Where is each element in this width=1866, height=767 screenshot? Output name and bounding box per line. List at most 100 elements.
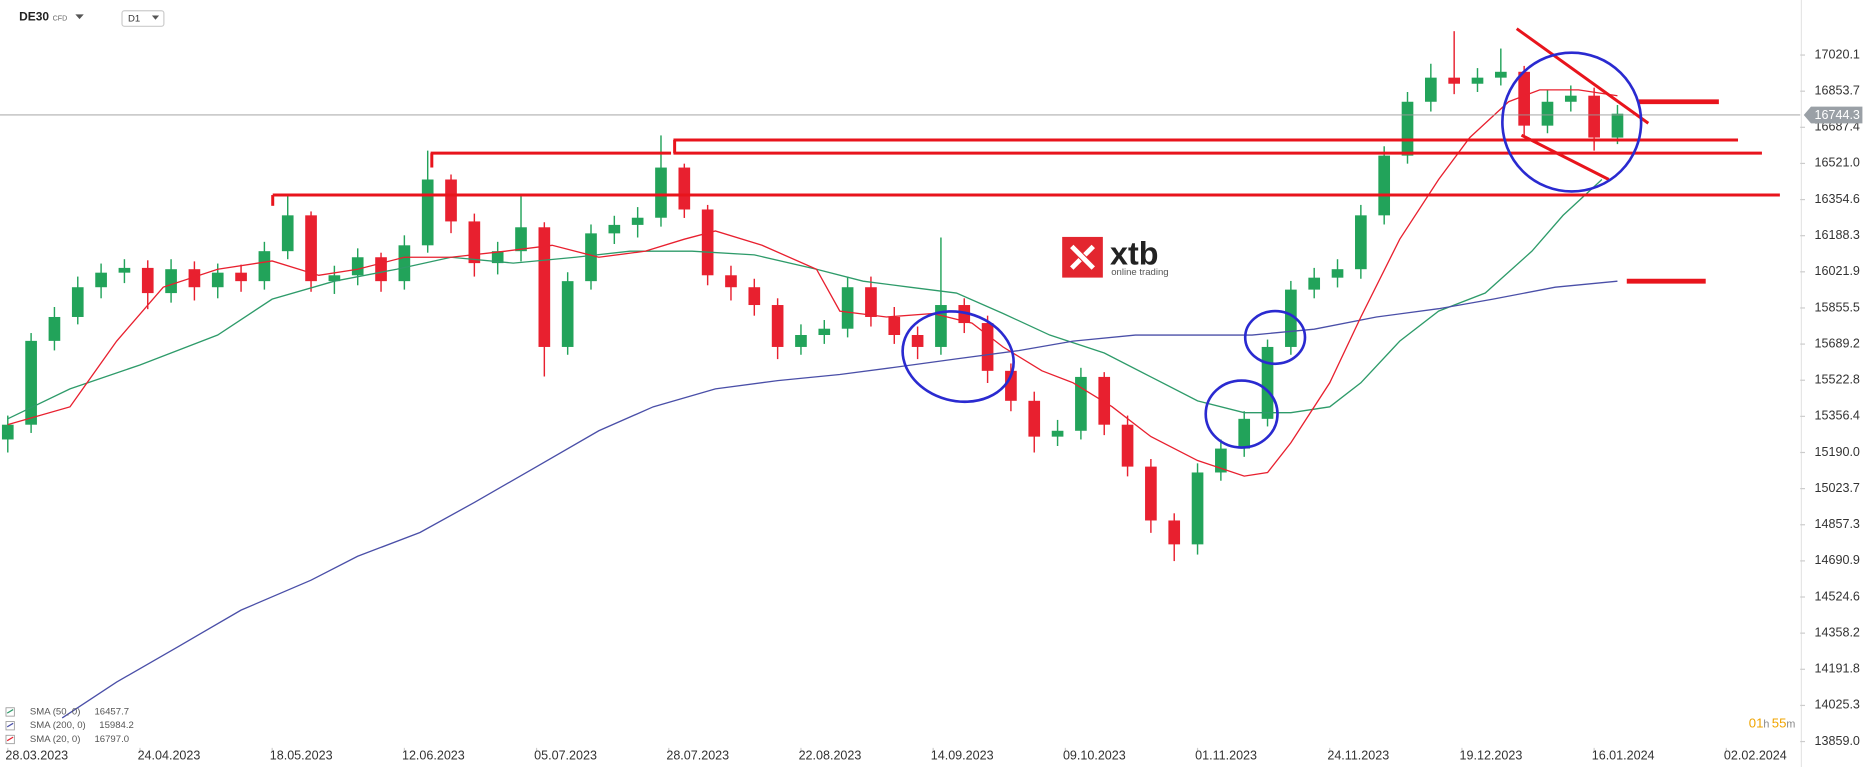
x-tick-label: 28.03.2023 (5, 749, 68, 763)
candle-body (1215, 448, 1227, 473)
x-tick-label: 16.01.2024 (1592, 749, 1655, 763)
y-tick-label: 15190.0 (1815, 445, 1860, 459)
candle-body (678, 167, 691, 210)
toolbar: DE30 CFD D1 (19, 9, 165, 27)
candle-body (1355, 215, 1367, 270)
marks-layer (0, 31, 1801, 719)
sma-line (7, 89, 1618, 477)
candle-body (445, 179, 457, 222)
candle-body (165, 269, 177, 294)
candle-body (375, 257, 387, 282)
countdown-h: h (1763, 719, 1769, 731)
y-tick-label: 17020.1 (1815, 47, 1860, 61)
candle-body (398, 245, 411, 282)
candle-body (1238, 418, 1251, 449)
x-tick-label: 22.08.2023 (799, 749, 862, 763)
last-price-tag (1803, 106, 1863, 124)
candle-body (1098, 376, 1111, 425)
candle-body (211, 272, 224, 288)
legend-value: 15984.2 (99, 720, 134, 731)
timeframe-dropdown[interactable] (151, 15, 160, 20)
timeframe[interactable]: D1 (128, 14, 140, 25)
candle-body (1471, 77, 1484, 84)
highlight-circle (901, 310, 1015, 404)
candle-body (328, 275, 341, 282)
highlight-circle (1501, 51, 1643, 193)
drawings-layer (271, 27, 1780, 449)
x-tick-label: 12.06.2023 (402, 749, 465, 763)
candle-body (258, 251, 271, 282)
last-price-label: 16744.3 (1815, 108, 1860, 122)
y-tick-label: 16853.7 (1815, 83, 1860, 97)
candle-body (95, 272, 107, 288)
candle-body (585, 233, 597, 282)
y-tick-label: 14358.2 (1815, 625, 1860, 639)
sma-line (7, 179, 1603, 420)
y-tick-label: 16188.3 (1815, 228, 1860, 242)
candle-body (818, 328, 831, 336)
y-tick-label: 15356.4 (1815, 409, 1860, 423)
symbol-dropdown[interactable] (75, 14, 84, 20)
candle-body (981, 323, 994, 371)
x-tick-label: 09.10.2023 (1063, 749, 1126, 763)
candle-body (1075, 376, 1087, 431)
y-tick-label: 15522.8 (1815, 373, 1860, 387)
y-tick-label: 14524.6 (1815, 589, 1860, 603)
candle-body (1121, 424, 1134, 467)
x-tick-label: 18.05.2023 (270, 749, 333, 763)
legend-value: 16797.0 (94, 734, 129, 745)
candle-body (608, 224, 621, 234)
candle-body (1051, 430, 1064, 437)
legend-label: SMA (50, 0) (30, 706, 80, 717)
x-tick-label: 02.02.2024 (1724, 749, 1787, 763)
legend-icon-line (6, 736, 14, 742)
legend-value: 16457.7 (94, 706, 129, 717)
candle-body (1191, 472, 1204, 545)
x-tick-label: 28.07.2023 (666, 749, 729, 763)
candle-body (351, 257, 364, 276)
timeframe-box[interactable] (121, 10, 165, 27)
candle-body (748, 287, 761, 306)
y-tick-label: 16521.0 (1815, 156, 1860, 170)
y-tick-label: 13859.0 (1815, 734, 1860, 748)
candle-body (141, 267, 154, 294)
candle-body (1425, 77, 1437, 102)
logo-cross (1070, 244, 1095, 270)
sma-line (61, 280, 1618, 719)
candle-body (725, 275, 737, 288)
legend-icon-line (6, 709, 14, 714)
candle-body (771, 305, 784, 347)
candle-body (71, 287, 84, 317)
candle-body (305, 215, 317, 282)
candle-body (281, 215, 294, 252)
candle-body (188, 269, 201, 288)
candle-body (1494, 71, 1507, 78)
candle-body (25, 340, 37, 425)
symbol[interactable]: DE30 (19, 9, 49, 23)
candle-body (865, 287, 877, 317)
candle-body (561, 281, 574, 347)
candle-body (1611, 113, 1624, 138)
legend-label: SMA (200, 0) (30, 720, 86, 731)
candle-body (1145, 466, 1157, 521)
candle-body (911, 335, 924, 347)
candle-body (538, 227, 551, 347)
candle-body (1518, 71, 1530, 126)
candle-body (1285, 289, 1297, 347)
candle-body (491, 251, 504, 264)
candle-body (1261, 346, 1274, 419)
candle-body (631, 217, 644, 225)
y-tick-label: 15689.2 (1815, 336, 1860, 350)
candle-body (118, 267, 131, 273)
candle-body (841, 287, 854, 329)
candle-body (48, 316, 61, 341)
logo-tagline: online trading (1111, 267, 1168, 278)
y-tick-label: 15855.5 (1815, 300, 1860, 314)
x-tick-label: 24.04.2023 (138, 749, 201, 763)
highlight-circle (1243, 309, 1307, 366)
candle-body (1378, 155, 1391, 216)
candle-body (1448, 77, 1460, 84)
trend-line (1515, 27, 1650, 125)
grid-layer: 13859.0 14025.3 14191.8 14358.2 14524.6 14690… (5, 47, 1860, 762)
